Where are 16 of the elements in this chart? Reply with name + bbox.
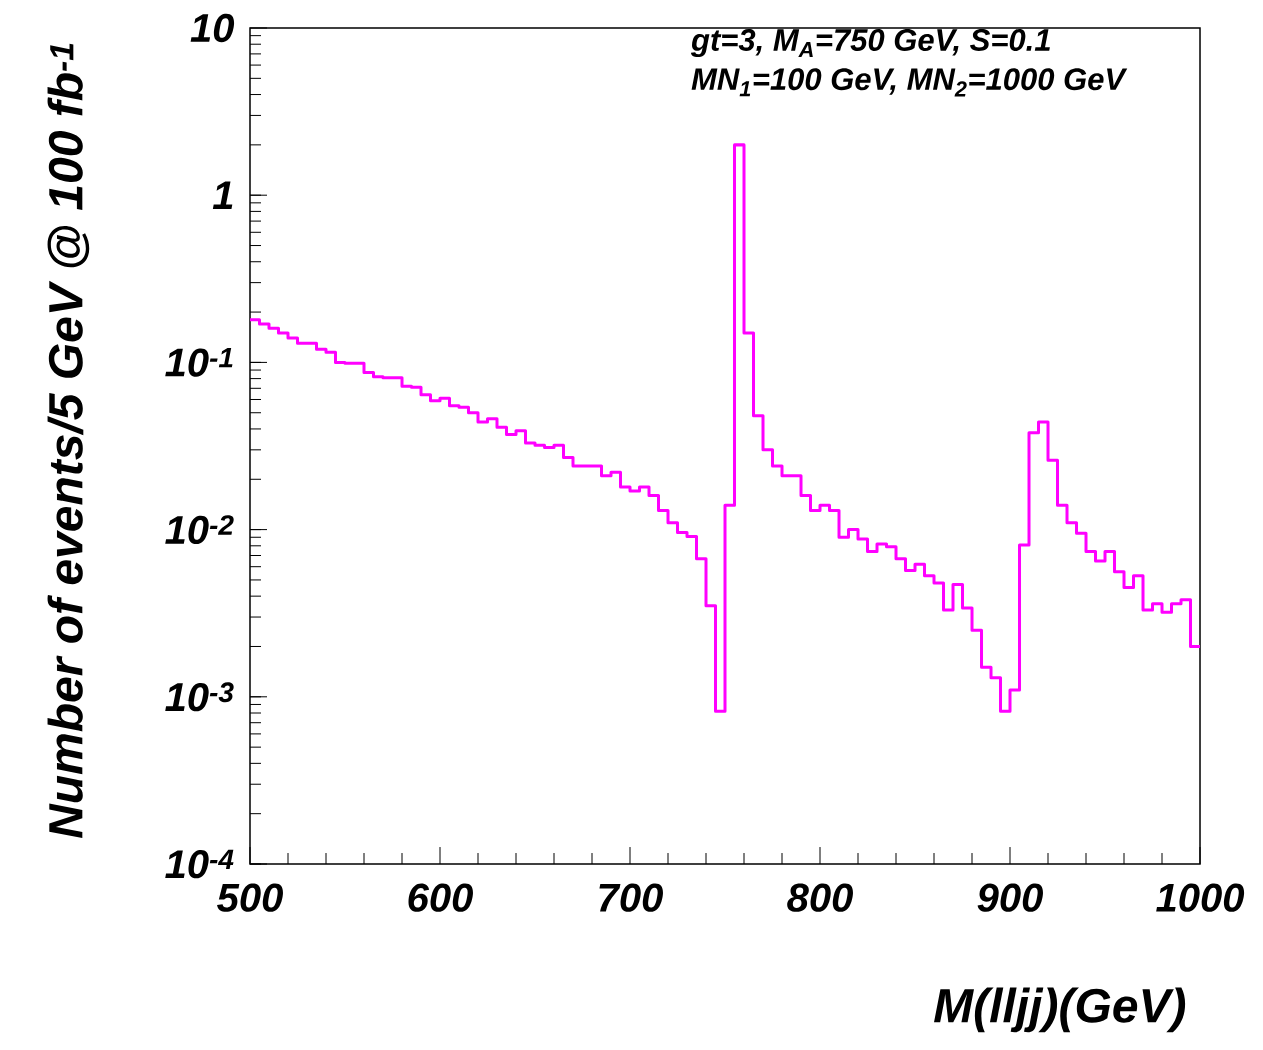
x-axis-title: M(lljj)(GeV) [934, 987, 1186, 1033]
y-tick-label: 10 [190, 13, 235, 43]
y-tick-label: 10$^{-1}$ [165, 348, 233, 377]
x-tick-label: 600 [408, 883, 473, 912]
y-tick-label: 10$^{-4}$ [165, 849, 234, 879]
annotation: MN$_{1}$=100 GeV, MN$_{2}$=1000 GeV [691, 68, 1128, 97]
y-axis-title: Number of events/5 GeV @ 100 fb$^{-1}$ [47, 43, 90, 839]
x-tick-label: 900 [977, 883, 1043, 912]
y-tick-label: 10$^{-3}$ [165, 682, 234, 712]
x-tick-label: 800 [787, 883, 853, 912]
x-tick-label: 1000 [1156, 883, 1245, 912]
x-tick-label: 500 [217, 883, 283, 912]
x-tick-label: 700 [599, 883, 663, 912]
y-tick-label: 1 [212, 181, 233, 209]
y-tick-label: 10$^{-2}$ [165, 515, 234, 545]
annotation: gt=3, M$_{A}$=750 GeV, S=0.1 [690, 29, 1050, 58]
